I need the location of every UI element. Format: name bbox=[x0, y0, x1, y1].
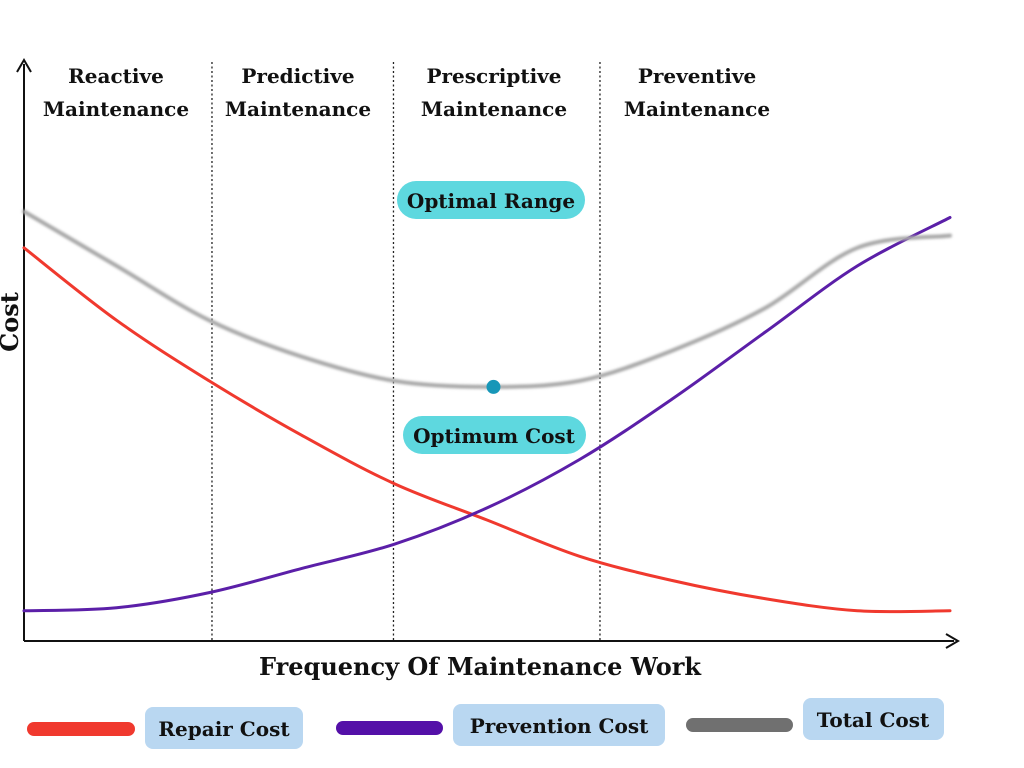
optimum-cost-label: Optimum Cost bbox=[413, 424, 576, 448]
prevention-cost-badge bbox=[453, 704, 665, 746]
x-axis-title: Frequency Of Maintenance Work bbox=[259, 652, 702, 681]
repair-cost-line bbox=[22, 246, 952, 614]
optimum-cost-marker bbox=[486, 379, 501, 394]
phase-label-preventive-1: Preventive bbox=[638, 64, 756, 88]
optimal-range-badge bbox=[397, 181, 585, 219]
total-cost-badge bbox=[803, 698, 944, 740]
phase-label-predictive-2: Maintenance bbox=[225, 97, 371, 121]
series-lines bbox=[22, 209, 952, 614]
optimum-cost-badge bbox=[403, 416, 586, 454]
phase-dividers bbox=[211, 62, 601, 640]
y-axis-arrow bbox=[16, 58, 32, 73]
phase-label-prescriptive-1: Prescriptive bbox=[426, 64, 561, 88]
phase-label-predictive-1: Predictive bbox=[241, 64, 354, 88]
phase-label-prescriptive-2: Maintenance bbox=[421, 97, 567, 121]
repair-cost-legend-label: Repair Cost bbox=[158, 717, 290, 741]
axes bbox=[16, 58, 960, 649]
legend: Repair Cost Prevention Cost Total Cost bbox=[27, 698, 944, 749]
legend-item-prevention-cost: Prevention Cost bbox=[336, 704, 665, 746]
optimum-cost-callout: Optimum Cost bbox=[403, 416, 586, 454]
repair-cost-badge bbox=[145, 707, 303, 749]
phase-labels: Reactive Maintenance Predictive Maintenance… bbox=[43, 64, 770, 121]
total-cost-legend-label: Total Cost bbox=[817, 708, 930, 732]
x-axis-arrow bbox=[945, 633, 960, 649]
phase-label-reactive-2: Maintenance bbox=[43, 97, 189, 121]
optimal-range-label: Optimal Range bbox=[407, 189, 575, 213]
y-axis-title: Cost bbox=[0, 292, 24, 352]
phase-label-preventive-2: Maintenance bbox=[624, 97, 770, 121]
legend-item-repair-cost: Repair Cost bbox=[27, 707, 303, 749]
phase-label-reactive-1: Reactive bbox=[68, 64, 164, 88]
optimal-range-callout: Optimal Range bbox=[397, 181, 585, 219]
legend-item-total-cost: Total Cost bbox=[686, 698, 944, 740]
prevention-cost-line bbox=[22, 216, 952, 613]
prevention-cost-legend-label: Prevention Cost bbox=[470, 714, 649, 738]
